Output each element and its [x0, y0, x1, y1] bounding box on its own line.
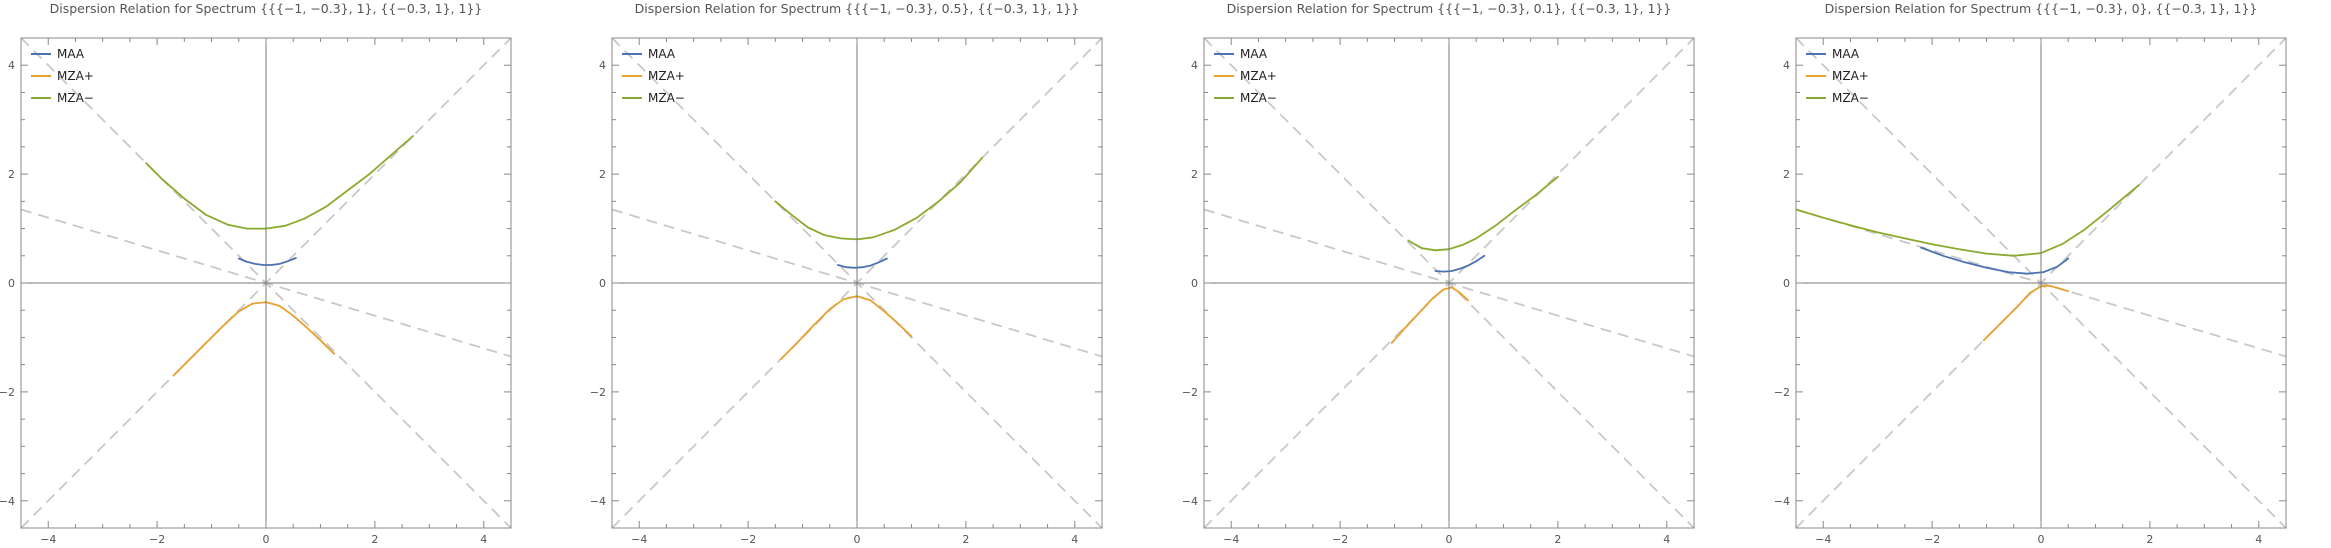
series-line-MAA — [1434, 254, 1486, 273]
legend-label: MZA+ — [1832, 69, 1869, 83]
y-tick-label: −2 — [1182, 386, 1198, 399]
x-tick-label: −2 — [740, 533, 756, 544]
y-tick-label: −4 — [590, 495, 606, 508]
series-line-MZA+ — [1390, 286, 1469, 344]
legend-label: MZA− — [1832, 91, 1869, 105]
chart-title: Dispersion Relation for Spectrum {{{−1, … — [635, 1, 1080, 16]
legend-label: MAA — [1832, 47, 1860, 61]
y-tick-label: 0 — [599, 277, 606, 290]
y-tick-label: 0 — [8, 277, 15, 290]
x-tick-label: −4 — [40, 533, 56, 544]
series-line-MZA− — [1796, 184, 2140, 257]
legend-label: MZA− — [1240, 91, 1277, 105]
legend: MAA MZA+ MZA− — [1806, 47, 1869, 105]
y-tick-label: 2 — [599, 168, 606, 181]
x-tick-label: 0 — [263, 533, 270, 544]
x-tick-label: −4 — [1223, 533, 1239, 544]
legend-label: MAA — [1240, 47, 1268, 61]
series-line-MZA− — [145, 135, 414, 230]
series-line-MZA+ — [779, 295, 913, 361]
legend-label: MZA+ — [1240, 69, 1277, 83]
x-tick-label: 4 — [1071, 533, 1078, 544]
legend-label: MZA+ — [648, 69, 685, 83]
x-tick-label: −2 — [149, 533, 165, 544]
chart-title: Dispersion Relation for Spectrum {{{−1, … — [1227, 1, 1672, 16]
y-tick-label: 2 — [1783, 168, 1790, 181]
y-tick-label: −4 — [1774, 495, 1790, 508]
y-tick-label: 4 — [1191, 59, 1198, 72]
legend-label: MAA — [648, 47, 676, 61]
series-line-MZA+ — [1982, 284, 2070, 342]
legend: MAA MZA+ MZA− — [622, 47, 685, 105]
y-tick-label: −2 — [590, 386, 606, 399]
legend-label: MZA+ — [57, 69, 94, 83]
y-tick-label: 4 — [1783, 59, 1790, 72]
y-tick-label: −4 — [1182, 495, 1198, 508]
chart-panel-4: Dispersion Relation for Spectrum {{{−1, … — [1774, 1, 2287, 546]
chart-panel-3: Dispersion Relation for Spectrum {{{−1, … — [1182, 1, 1695, 546]
y-tick-label: 4 — [8, 59, 15, 72]
y-tick-label: 2 — [1191, 168, 1198, 181]
x-tick-label: 2 — [962, 533, 969, 544]
chart-title: Dispersion Relation for Spectrum {{{−1, … — [50, 1, 483, 16]
series-line-MAA — [837, 257, 888, 269]
x-tick-label: 0 — [1446, 533, 1453, 544]
legend: MAA MZA+ MZA− — [31, 47, 94, 105]
series-line-MZA− — [1407, 175, 1559, 252]
x-tick-label: 0 — [2038, 533, 2045, 544]
chart-title: Dispersion Relation for Spectrum {{{−1, … — [1825, 1, 2258, 16]
series-line-MZA+ — [172, 301, 335, 377]
x-tick-label: −2 — [1332, 533, 1348, 544]
series-line-MZA− — [774, 156, 984, 241]
x-tick-label: 4 — [1663, 533, 1670, 544]
y-tick-label: 2 — [8, 168, 15, 181]
x-tick-label: 2 — [2146, 533, 2153, 544]
y-tick-label: 4 — [599, 59, 606, 72]
y-tick-label: −2 — [0, 386, 15, 399]
legend-label: MAA — [57, 47, 85, 61]
chart-panel-1: Dispersion Relation for Spectrum {{{−1, … — [0, 1, 512, 546]
x-tick-label: 2 — [371, 533, 378, 544]
y-tick-label: −4 — [0, 495, 15, 508]
x-tick-label: −2 — [1924, 533, 1940, 544]
chart-panel-2: Dispersion Relation for Spectrum {{{−1, … — [590, 1, 1103, 546]
x-tick-label: 2 — [1554, 533, 1561, 544]
x-tick-label: 4 — [2255, 533, 2262, 544]
legend: MAA MZA+ MZA− — [1214, 47, 1277, 105]
series-line-MAA — [1920, 246, 2070, 275]
y-tick-label: 0 — [1783, 277, 1790, 290]
x-tick-label: 4 — [480, 533, 487, 544]
x-tick-label: 0 — [854, 533, 861, 544]
x-tick-label: −4 — [1815, 533, 1831, 544]
legend-label: MZA− — [648, 91, 685, 105]
y-tick-label: −2 — [1774, 386, 1790, 399]
y-tick-label: 0 — [1191, 277, 1198, 290]
x-tick-label: −4 — [631, 533, 647, 544]
series-line-MAA — [237, 257, 297, 266]
legend-label: MZA− — [57, 91, 94, 105]
